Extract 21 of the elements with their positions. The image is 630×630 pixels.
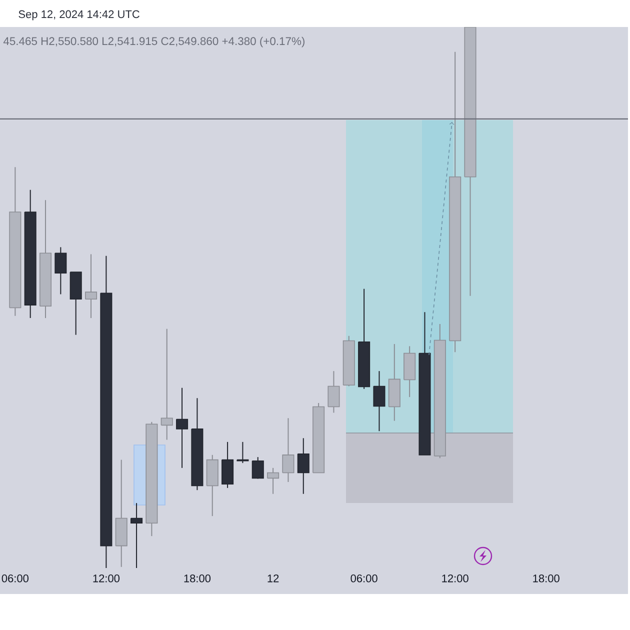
candlestick: [54, 246, 67, 295]
candlestick: [85, 254, 98, 319]
candlestick: [236, 441, 249, 464]
candlestick: [282, 418, 294, 482]
annotation: 45.465 H2,550.580 L2,541.915 C2,549.860 +4.380 (+0.17%): [3, 36, 304, 48]
chart-title: Sep 12, 2024 14:42 UTC: [18, 10, 140, 20]
x-tick-label: 12:00: [442, 574, 468, 582]
x-tick-label: 18:00: [533, 574, 560, 582]
candlestick: [160, 328, 173, 440]
candlestick: [328, 370, 340, 414]
candlestick: [297, 438, 310, 494]
x-tick-label: 12: [268, 574, 279, 582]
candlestick: [373, 370, 386, 432]
candlestick: [267, 467, 280, 494]
x-tick-label: 06:00: [350, 574, 378, 582]
candlestick: [176, 387, 188, 468]
x-tick-label: 18:00: [184, 574, 211, 582]
x-tick-label: 06:00: [2, 574, 28, 582]
candlestick: [130, 502, 143, 568]
x-tick-label: 12:00: [93, 574, 120, 582]
candlestick: [252, 456, 264, 480]
